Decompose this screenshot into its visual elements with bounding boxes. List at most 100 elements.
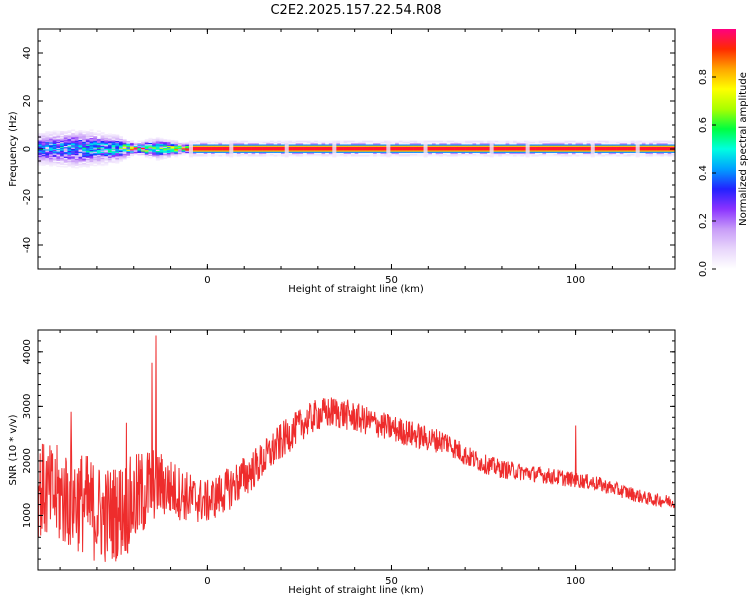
spectrogram-cell (439, 153, 444, 156)
spectrogram-cell (597, 143, 602, 145)
spectrogram-cell (582, 141, 587, 144)
spectrogram-cell (288, 143, 293, 145)
spectrogram-cell (667, 147, 672, 150)
spectrogram-cell (420, 143, 425, 145)
spectrogram-cell (443, 140, 448, 143)
spectrogram-cell (457, 140, 462, 143)
spectrogram-cell (200, 140, 204, 143)
spectrogram-cell (240, 147, 245, 150)
spectrogram-cell (104, 136, 109, 138)
spectrogram-cell (457, 141, 462, 144)
spectrogram-cell (531, 150, 536, 152)
spectrogram-cell (119, 153, 123, 155)
spectrogram-cell (435, 140, 440, 143)
spectrogram-cell (100, 140, 105, 143)
spectrogram-cell (321, 149, 326, 151)
spectrogram-cell (89, 147, 94, 149)
spectrogram-cell (247, 144, 252, 146)
spectrogram-cell (74, 144, 79, 146)
spectrogram-cell (107, 157, 112, 159)
spectrogram-cell (185, 142, 190, 144)
spectrogram-cell (56, 145, 61, 147)
spectrogram-cell (222, 149, 227, 151)
spectrogram-cell (358, 149, 363, 151)
spectrogram-cell (527, 150, 532, 152)
spectrogram-cell (251, 143, 256, 145)
spectrogram-cell (52, 134, 57, 136)
spectrogram-cell (137, 145, 142, 147)
spectrogram-cell (560, 146, 565, 149)
spectrogram-blip (423, 140, 428, 158)
spectrogram-cell (247, 140, 252, 143)
spectrogram-cell (582, 150, 587, 152)
spectrogram-cell (369, 144, 374, 146)
spectrogram-cell (494, 155, 499, 157)
spectrogram-cell (119, 159, 123, 161)
spectrogram-cell (450, 145, 455, 147)
spectrogram-cell (494, 140, 499, 143)
spectrogram-cell (277, 155, 282, 157)
spectrogram-cell (166, 154, 171, 156)
spectrogram-cell (557, 144, 562, 146)
spectrogram-cell (266, 147, 271, 150)
spectrogram-cell (398, 152, 403, 155)
spectrogram-cell (303, 155, 308, 157)
spectrogram-cell (314, 146, 319, 149)
spectrogram-cell (222, 147, 227, 150)
spectrogram-cell (96, 164, 101, 166)
spectrogram-cell (638, 143, 643, 145)
spectrogram-cell (115, 143, 120, 145)
spectrogram-cell (60, 140, 65, 143)
spectrogram-cell (45, 146, 50, 149)
spectrogram-cell (258, 153, 263, 156)
spectrogram-cell (181, 151, 186, 154)
spectrogram-cell (564, 144, 569, 146)
spectrogram-cell (435, 146, 440, 149)
spectrogram-cell (41, 136, 46, 139)
spectrogram-cell (369, 143, 374, 145)
spectrogram-cell (258, 150, 263, 152)
spectrogram-cell (362, 149, 367, 151)
spectrogram-cell (652, 152, 657, 155)
spectrogram-cell (130, 142, 135, 145)
spectrogram-cell (535, 140, 540, 143)
spectrogram-cell (170, 145, 175, 148)
x-tick-label: 0 (204, 275, 210, 286)
spectrogram-cell (159, 141, 164, 143)
spectrogram-cell (292, 155, 297, 157)
spectrogram-cell (159, 142, 164, 145)
spectrogram-cell (557, 140, 562, 143)
spectrogram-cell (63, 149, 68, 151)
spectrogram-cell (501, 153, 506, 156)
spectrogram-cell (362, 155, 367, 157)
spectrogram-cell (56, 165, 61, 168)
spectrogram-cell (203, 144, 208, 146)
spectrogram-cell (535, 149, 540, 151)
spectrogram-cell (174, 152, 179, 154)
spectrogram-cell (45, 132, 50, 134)
spectrogram-cell (328, 141, 333, 144)
spectrogram-cell (630, 149, 635, 151)
spectrogram-cell (586, 155, 591, 157)
spectrogram-cell (317, 152, 322, 155)
spectrogram-cell (553, 151, 558, 153)
spectrogram-cell (45, 138, 50, 140)
spectrogram-cell (586, 140, 591, 143)
spectrogram-cell (641, 143, 646, 145)
spectrogram-cell (501, 149, 506, 151)
spectrogram-cell (461, 153, 466, 156)
spectrogram-cell (343, 141, 348, 144)
spectrogram-cell (214, 147, 219, 150)
spectrogram-cell (207, 146, 212, 149)
figure-title: C2E2.2025.157.22.54.R08 (270, 3, 441, 18)
spectrogram-cell (560, 143, 565, 145)
spectrogram-cell (111, 156, 116, 159)
spectrogram-cell (52, 152, 57, 154)
spectrogram-cell (130, 147, 135, 150)
spectrogram-cell (100, 151, 105, 153)
spectrogram-cell (542, 155, 547, 157)
spectrogram-cell (579, 145, 584, 147)
spectrogram-cell (667, 145, 672, 147)
spectrogram-cell (96, 152, 101, 154)
spectrogram-cell (520, 152, 525, 155)
